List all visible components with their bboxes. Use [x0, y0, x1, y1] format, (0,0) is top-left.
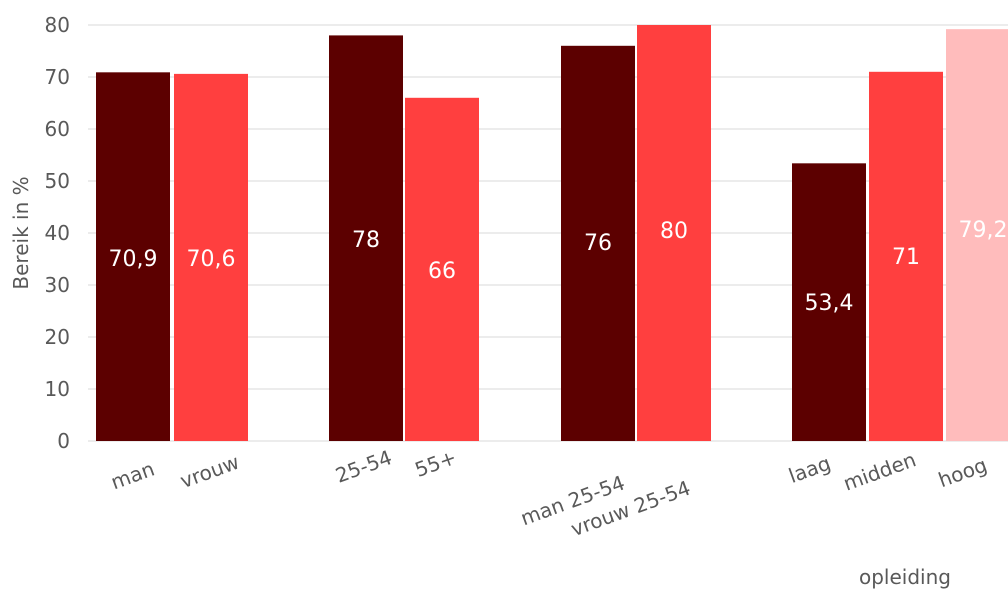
data-label: 71 — [892, 245, 920, 270]
x-category-label: man — [108, 457, 158, 495]
bar-vrouw-25-54 — [637, 25, 711, 441]
bar-man-25-54 — [561, 45, 635, 442]
bar-hoog — [946, 29, 1008, 441]
bar-laag — [792, 163, 866, 441]
x-category-label: 55+ — [412, 445, 460, 482]
bar-55- — [405, 97, 479, 442]
y-tick-label: 10 — [45, 377, 70, 401]
y-axis-ticks: 0 10 20 30 40 50 60 70 80 — [45, 13, 70, 453]
bar-midden — [869, 71, 943, 442]
y-tick-label: 80 — [45, 13, 70, 37]
y-tick-label: 70 — [45, 65, 70, 89]
data-labels: 70,9 70,6 78 66 76 80 53,4 71 79,2 — [109, 218, 1008, 316]
group-label-opleiding: opleiding — [859, 565, 951, 589]
data-label: 80 — [660, 219, 688, 244]
bar-man — [96, 72, 170, 441]
data-label: 53,4 — [805, 291, 854, 316]
bars — [96, 25, 1008, 442]
y-tick-label: 20 — [45, 325, 70, 349]
x-category-label: laag — [785, 451, 833, 488]
x-category-label: hoog — [935, 453, 990, 493]
y-axis-title: Bereik in % — [9, 176, 33, 289]
x-category-label: midden — [840, 447, 919, 495]
bar-25-54 — [329, 35, 403, 442]
y-tick-label: 30 — [45, 273, 70, 297]
y-tick-label: 0 — [57, 429, 70, 453]
data-label: 76 — [584, 231, 612, 256]
x-category-label: 25-54 — [332, 445, 395, 487]
data-label: 79,2 — [959, 218, 1008, 243]
data-label: 70,6 — [187, 247, 236, 272]
y-tick-label: 40 — [45, 221, 70, 245]
x-category-label: vrouw — [177, 450, 242, 493]
y-tick-label: 50 — [45, 169, 70, 193]
data-label: 70,9 — [109, 247, 158, 272]
data-label: 66 — [428, 259, 456, 284]
data-label: 78 — [352, 228, 380, 253]
bar-vrouw — [174, 73, 248, 441]
y-tick-label: 60 — [45, 117, 70, 141]
